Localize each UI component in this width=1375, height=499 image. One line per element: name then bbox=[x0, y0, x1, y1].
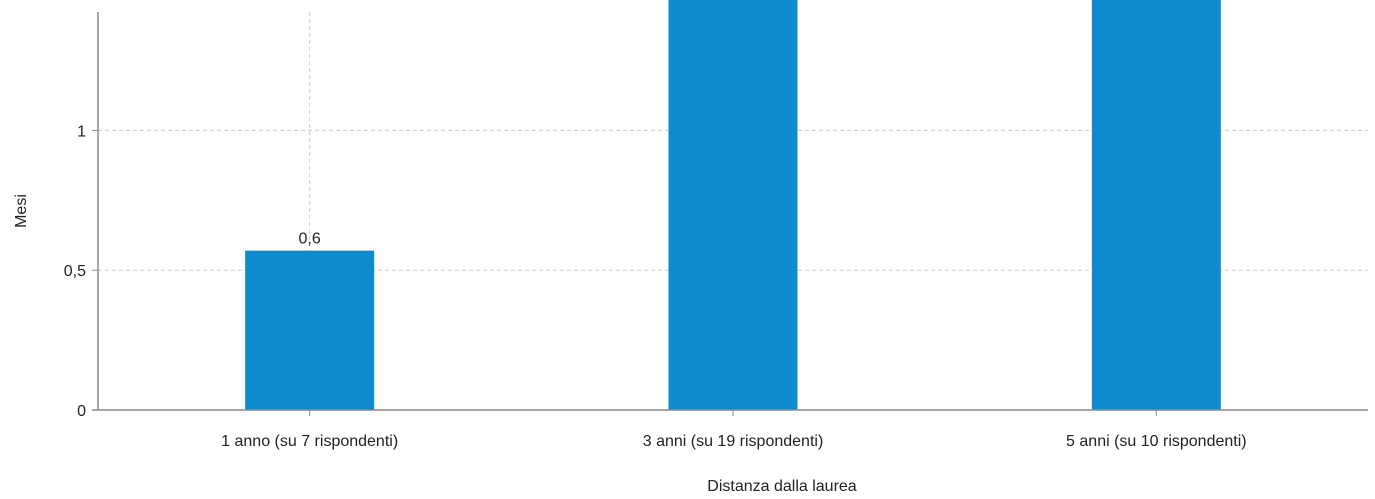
y-tick-label: 1 bbox=[77, 123, 86, 140]
labels-layer: 00,511,522,50,61 anno (su 7 rispondenti)… bbox=[64, 0, 1247, 450]
y-axis-title: Mesi bbox=[13, 194, 30, 228]
x-axis-title: Distanza dalla laurea bbox=[707, 478, 857, 494]
data-label: 0,6 bbox=[299, 231, 321, 248]
x-tick-label: 3 anni (su 19 rispondenti) bbox=[643, 433, 824, 450]
x-tick-label: 1 anno (su 7 rispondenti) bbox=[221, 433, 398, 450]
bar bbox=[668, 0, 798, 410]
bar bbox=[1091, 0, 1221, 410]
y-tick-label: 1,5 bbox=[64, 0, 86, 1]
y-tick-label: 0,5 bbox=[64, 263, 86, 280]
x-tick-label: 5 anni (su 10 rispondenti) bbox=[1066, 433, 1247, 450]
y-tick-label: 0 bbox=[77, 403, 86, 420]
axes-layer bbox=[92, 12, 1368, 416]
bars-layer bbox=[245, 0, 1221, 410]
bar bbox=[245, 250, 375, 410]
